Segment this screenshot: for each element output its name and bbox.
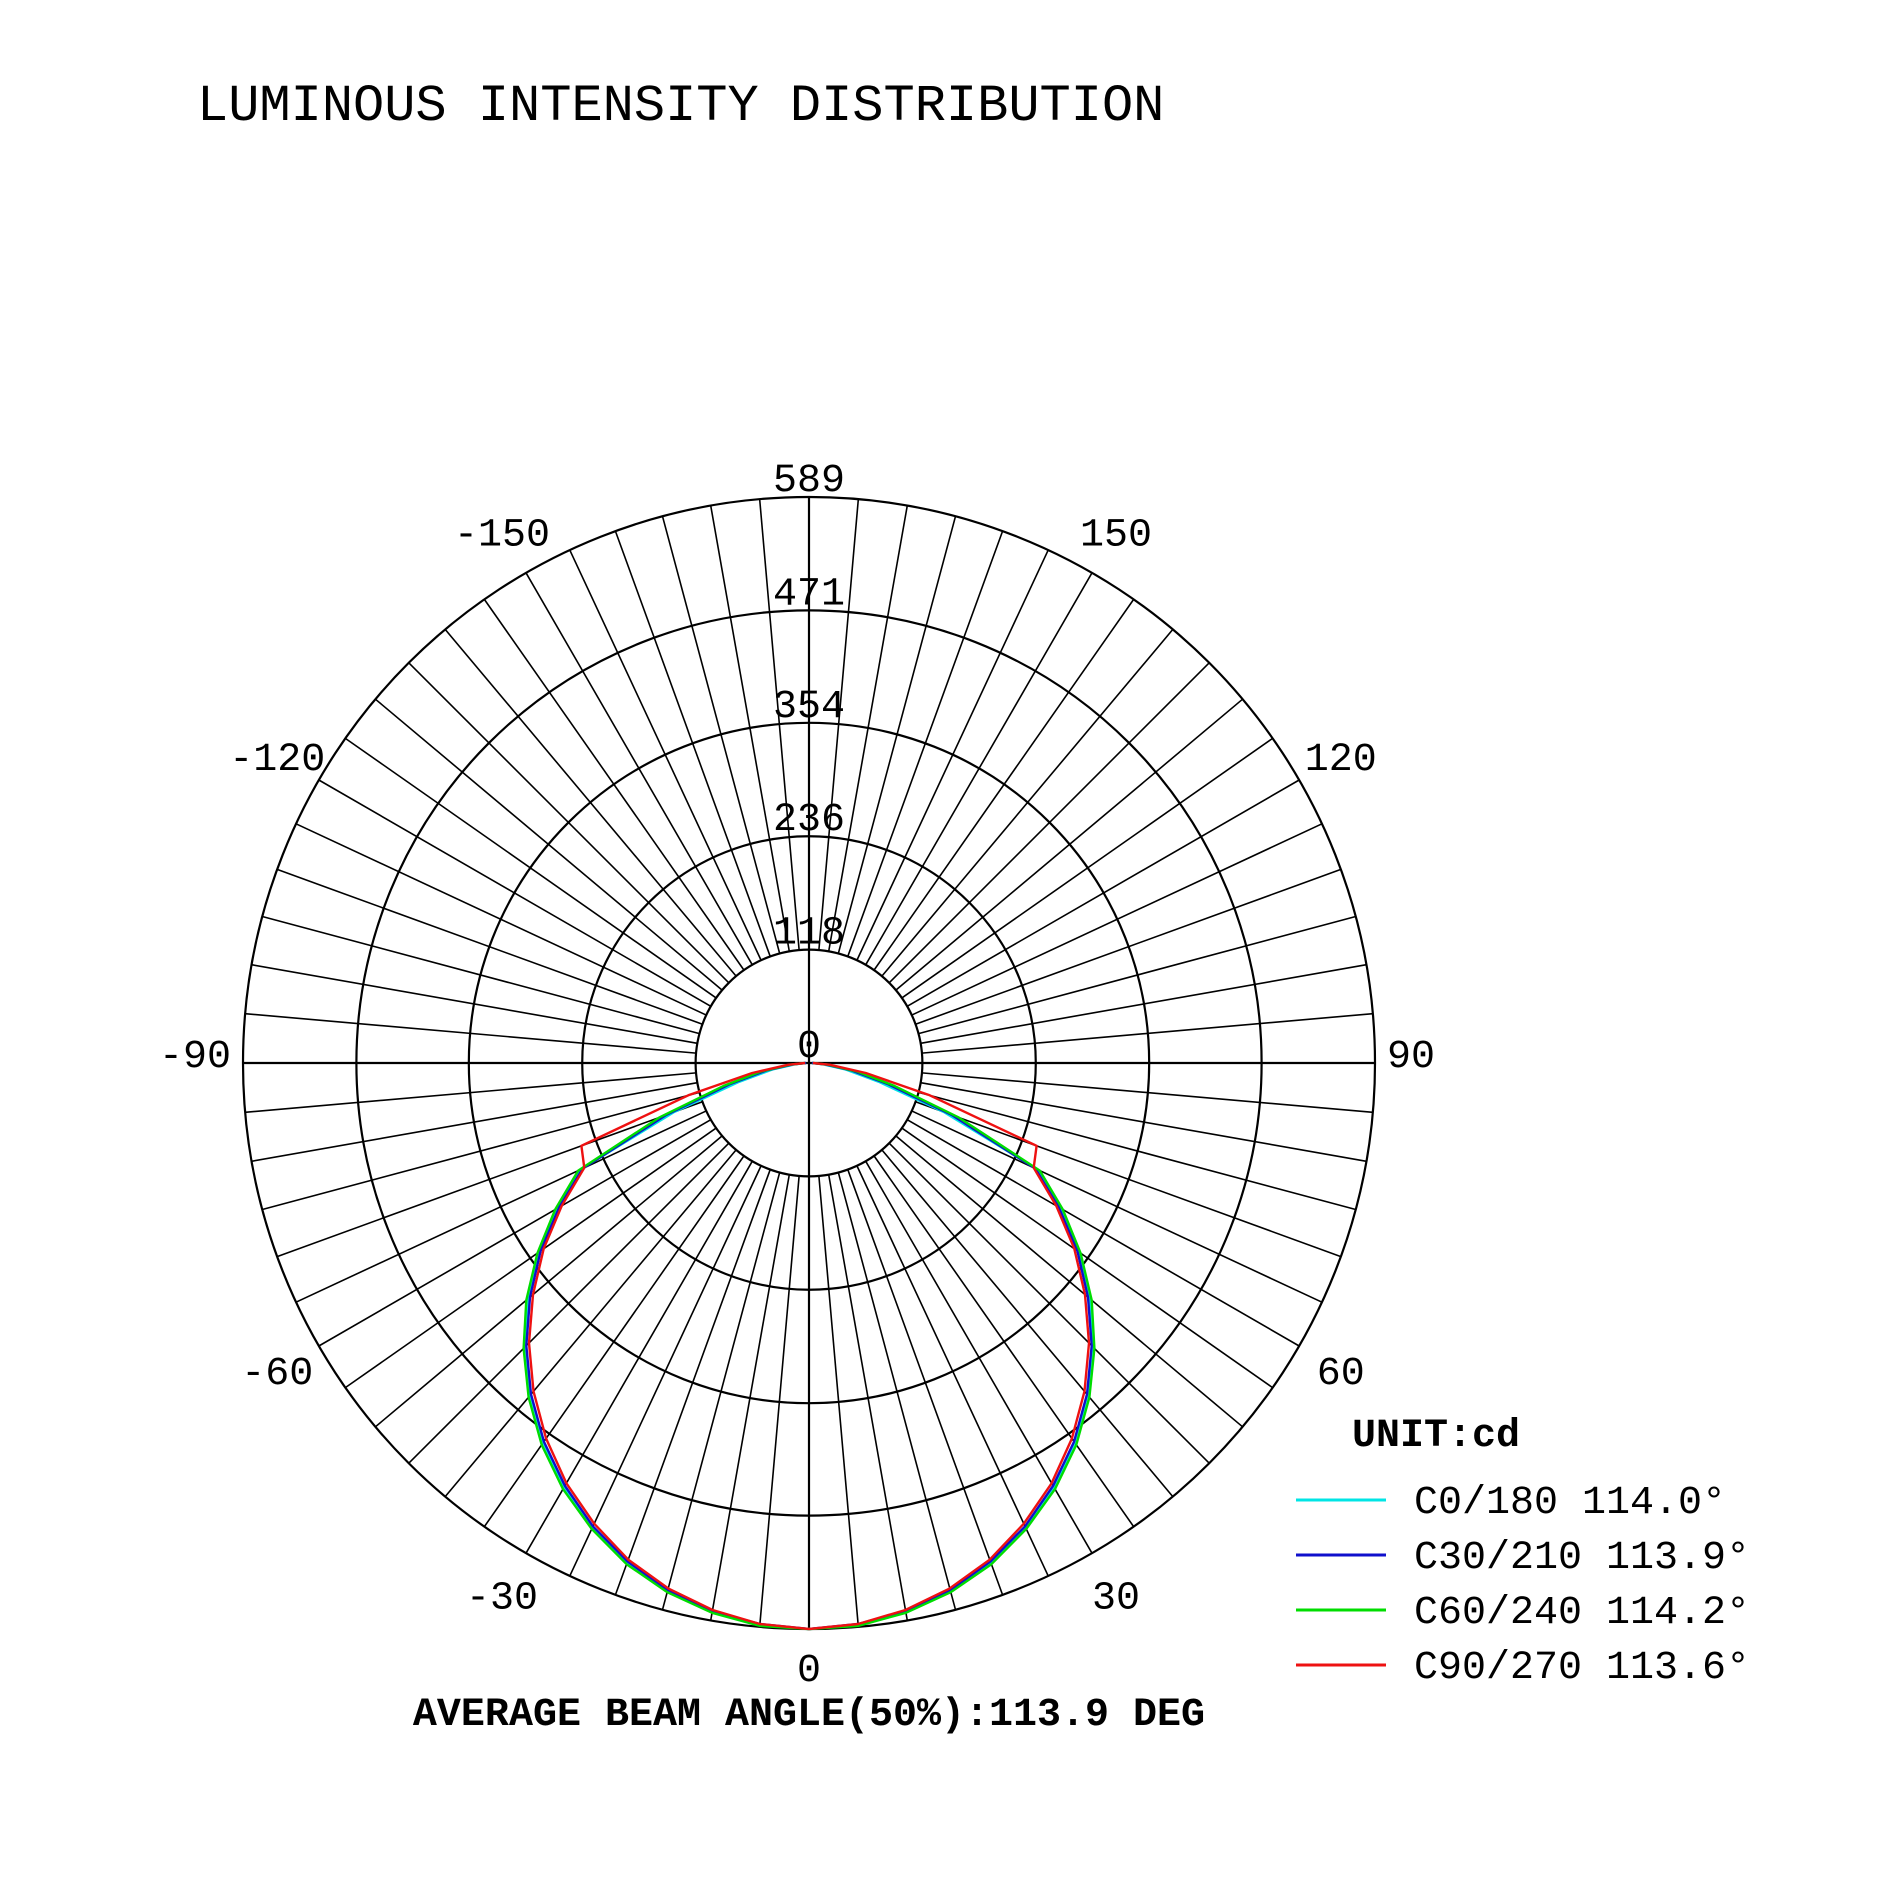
series-curve-3 bbox=[527, 1061, 1091, 1631]
angle-label: 120 bbox=[1305, 738, 1377, 783]
angle-label: 30 bbox=[1092, 1577, 1140, 1622]
beam-angle-footer: AVERAGE BEAM ANGLE(50%):113.9 DEG bbox=[413, 1693, 1205, 1738]
legend-label: C60/240 114.2° bbox=[1414, 1591, 1750, 1636]
legend-label: C30/210 113.9° bbox=[1414, 1536, 1750, 1581]
angle-label: -90 bbox=[159, 1035, 231, 1080]
angle-label: -120 bbox=[229, 738, 325, 783]
legend-label: C90/270 113.6° bbox=[1414, 1646, 1750, 1691]
legend-label: C0/180 114.0° bbox=[1414, 1481, 1726, 1526]
radial-tick-label: 589 bbox=[773, 459, 845, 504]
radial-tick-label: 0 bbox=[797, 1025, 821, 1070]
angle-label: -60 bbox=[241, 1352, 313, 1397]
legend: C0/180 114.0° C30/210 113.9° C60/240 114.2… bbox=[1296, 1481, 1750, 1691]
angle-label: 0 bbox=[797, 1649, 821, 1694]
series-curves bbox=[522, 1061, 1096, 1631]
angle-label: 150 bbox=[1080, 513, 1152, 558]
radial-tick-label: 471 bbox=[773, 572, 845, 617]
angle-tick-labels: 0 30 -30 60 -60 90 -90 120 -120 150 -150 bbox=[159, 513, 1435, 1694]
radial-tick-label: 354 bbox=[773, 685, 845, 730]
angle-label: -30 bbox=[466, 1577, 538, 1622]
chart-title: LUMINOUS INTENSITY DISTRIBUTION bbox=[197, 77, 1164, 136]
radial-tick-label: 236 bbox=[773, 798, 845, 843]
angle-label: -150 bbox=[454, 513, 550, 558]
main-axes bbox=[243, 497, 1375, 1629]
radial-tick-labels: 0 118 236 354 471 589 bbox=[773, 459, 845, 1070]
angle-label: 60 bbox=[1317, 1352, 1365, 1397]
unit-label: UNIT:cd bbox=[1352, 1414, 1520, 1459]
radial-tick-label: 118 bbox=[773, 912, 845, 957]
angle-label: 90 bbox=[1387, 1035, 1435, 1080]
